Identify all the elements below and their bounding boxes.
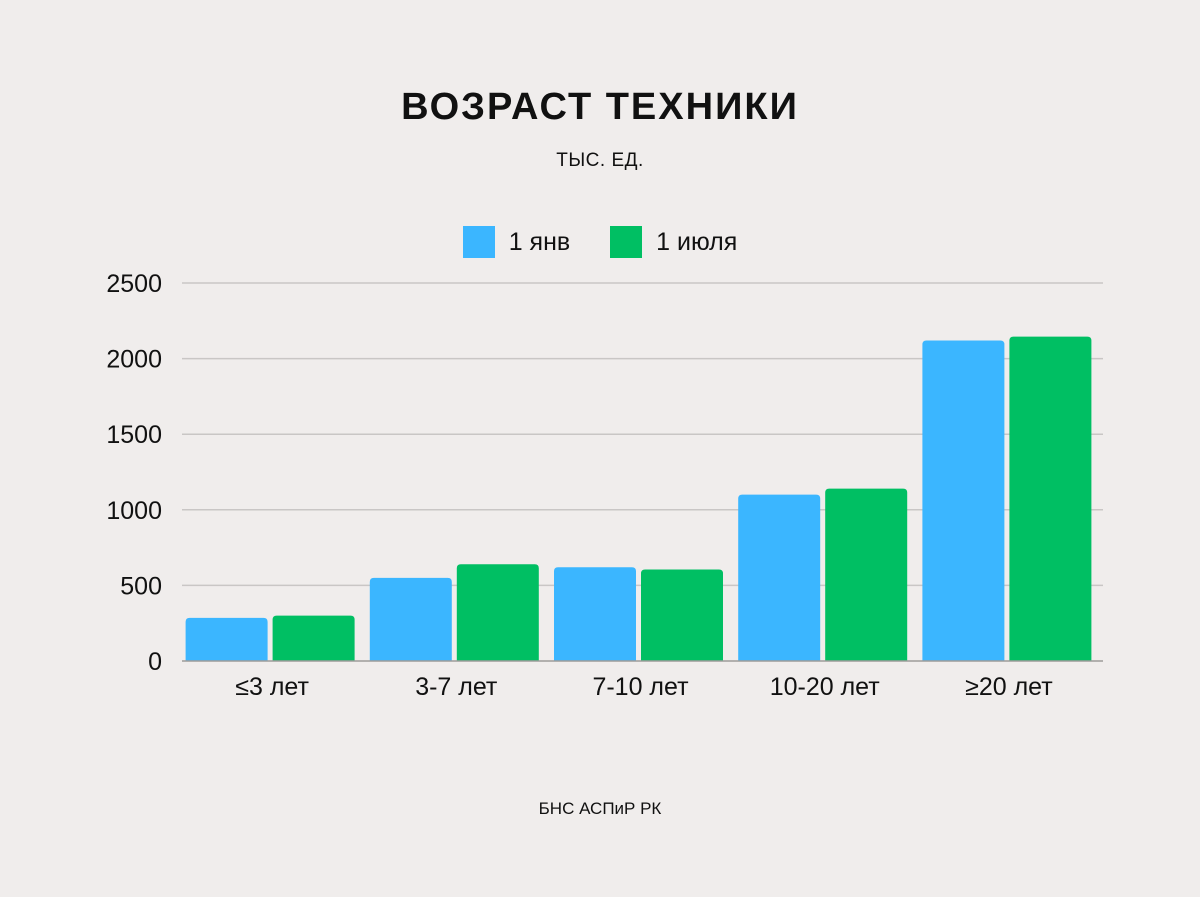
y-tick-label: 1000 (106, 497, 162, 525)
bar-series2 (272, 615, 355, 661)
y-tick-label: 0 (148, 648, 162, 676)
bar-series2 (456, 564, 539, 661)
bar-series2 (641, 569, 723, 661)
source-note: БНС АСПиР РК (538, 799, 662, 818)
legend-swatch-series2 (610, 226, 643, 258)
bar-series2 (1009, 336, 1092, 661)
legend-swatch-series1 (462, 226, 495, 258)
x-category-label: 10-20 лет (770, 673, 881, 701)
x-category-label: 3-7 лет (415, 673, 498, 701)
legend-item-series1: 1 янв (462, 226, 571, 258)
y-tick-label: 2000 (106, 346, 162, 374)
chart-subtitle: ТЫС. ЕД. (556, 150, 644, 171)
legend-label-series2: 1 июля (656, 227, 738, 256)
x-category-label: 7-10 лет (592, 673, 689, 701)
legend-item-series2: 1 июля (610, 226, 737, 258)
chart-title: ВОЗРАСТ ТЕХНИКИ (401, 86, 799, 128)
bar-series2 (825, 488, 908, 661)
bar-series1 (738, 494, 821, 661)
x-category-label: ≤3 лет (235, 673, 309, 701)
bar-series1 (369, 577, 452, 661)
legend: 1 янв 1 июля (0, 226, 1200, 258)
y-tick-label: 2500 (106, 270, 162, 298)
x-category-label: ≥20 лет (965, 673, 1053, 701)
bar-series1 (554, 567, 636, 661)
y-tick-label: 500 (120, 572, 162, 600)
legend-label-series1: 1 янв (508, 227, 571, 256)
bar-series1 (185, 617, 268, 661)
y-tick-label: 1500 (106, 421, 162, 449)
bar-series1 (922, 340, 1005, 661)
